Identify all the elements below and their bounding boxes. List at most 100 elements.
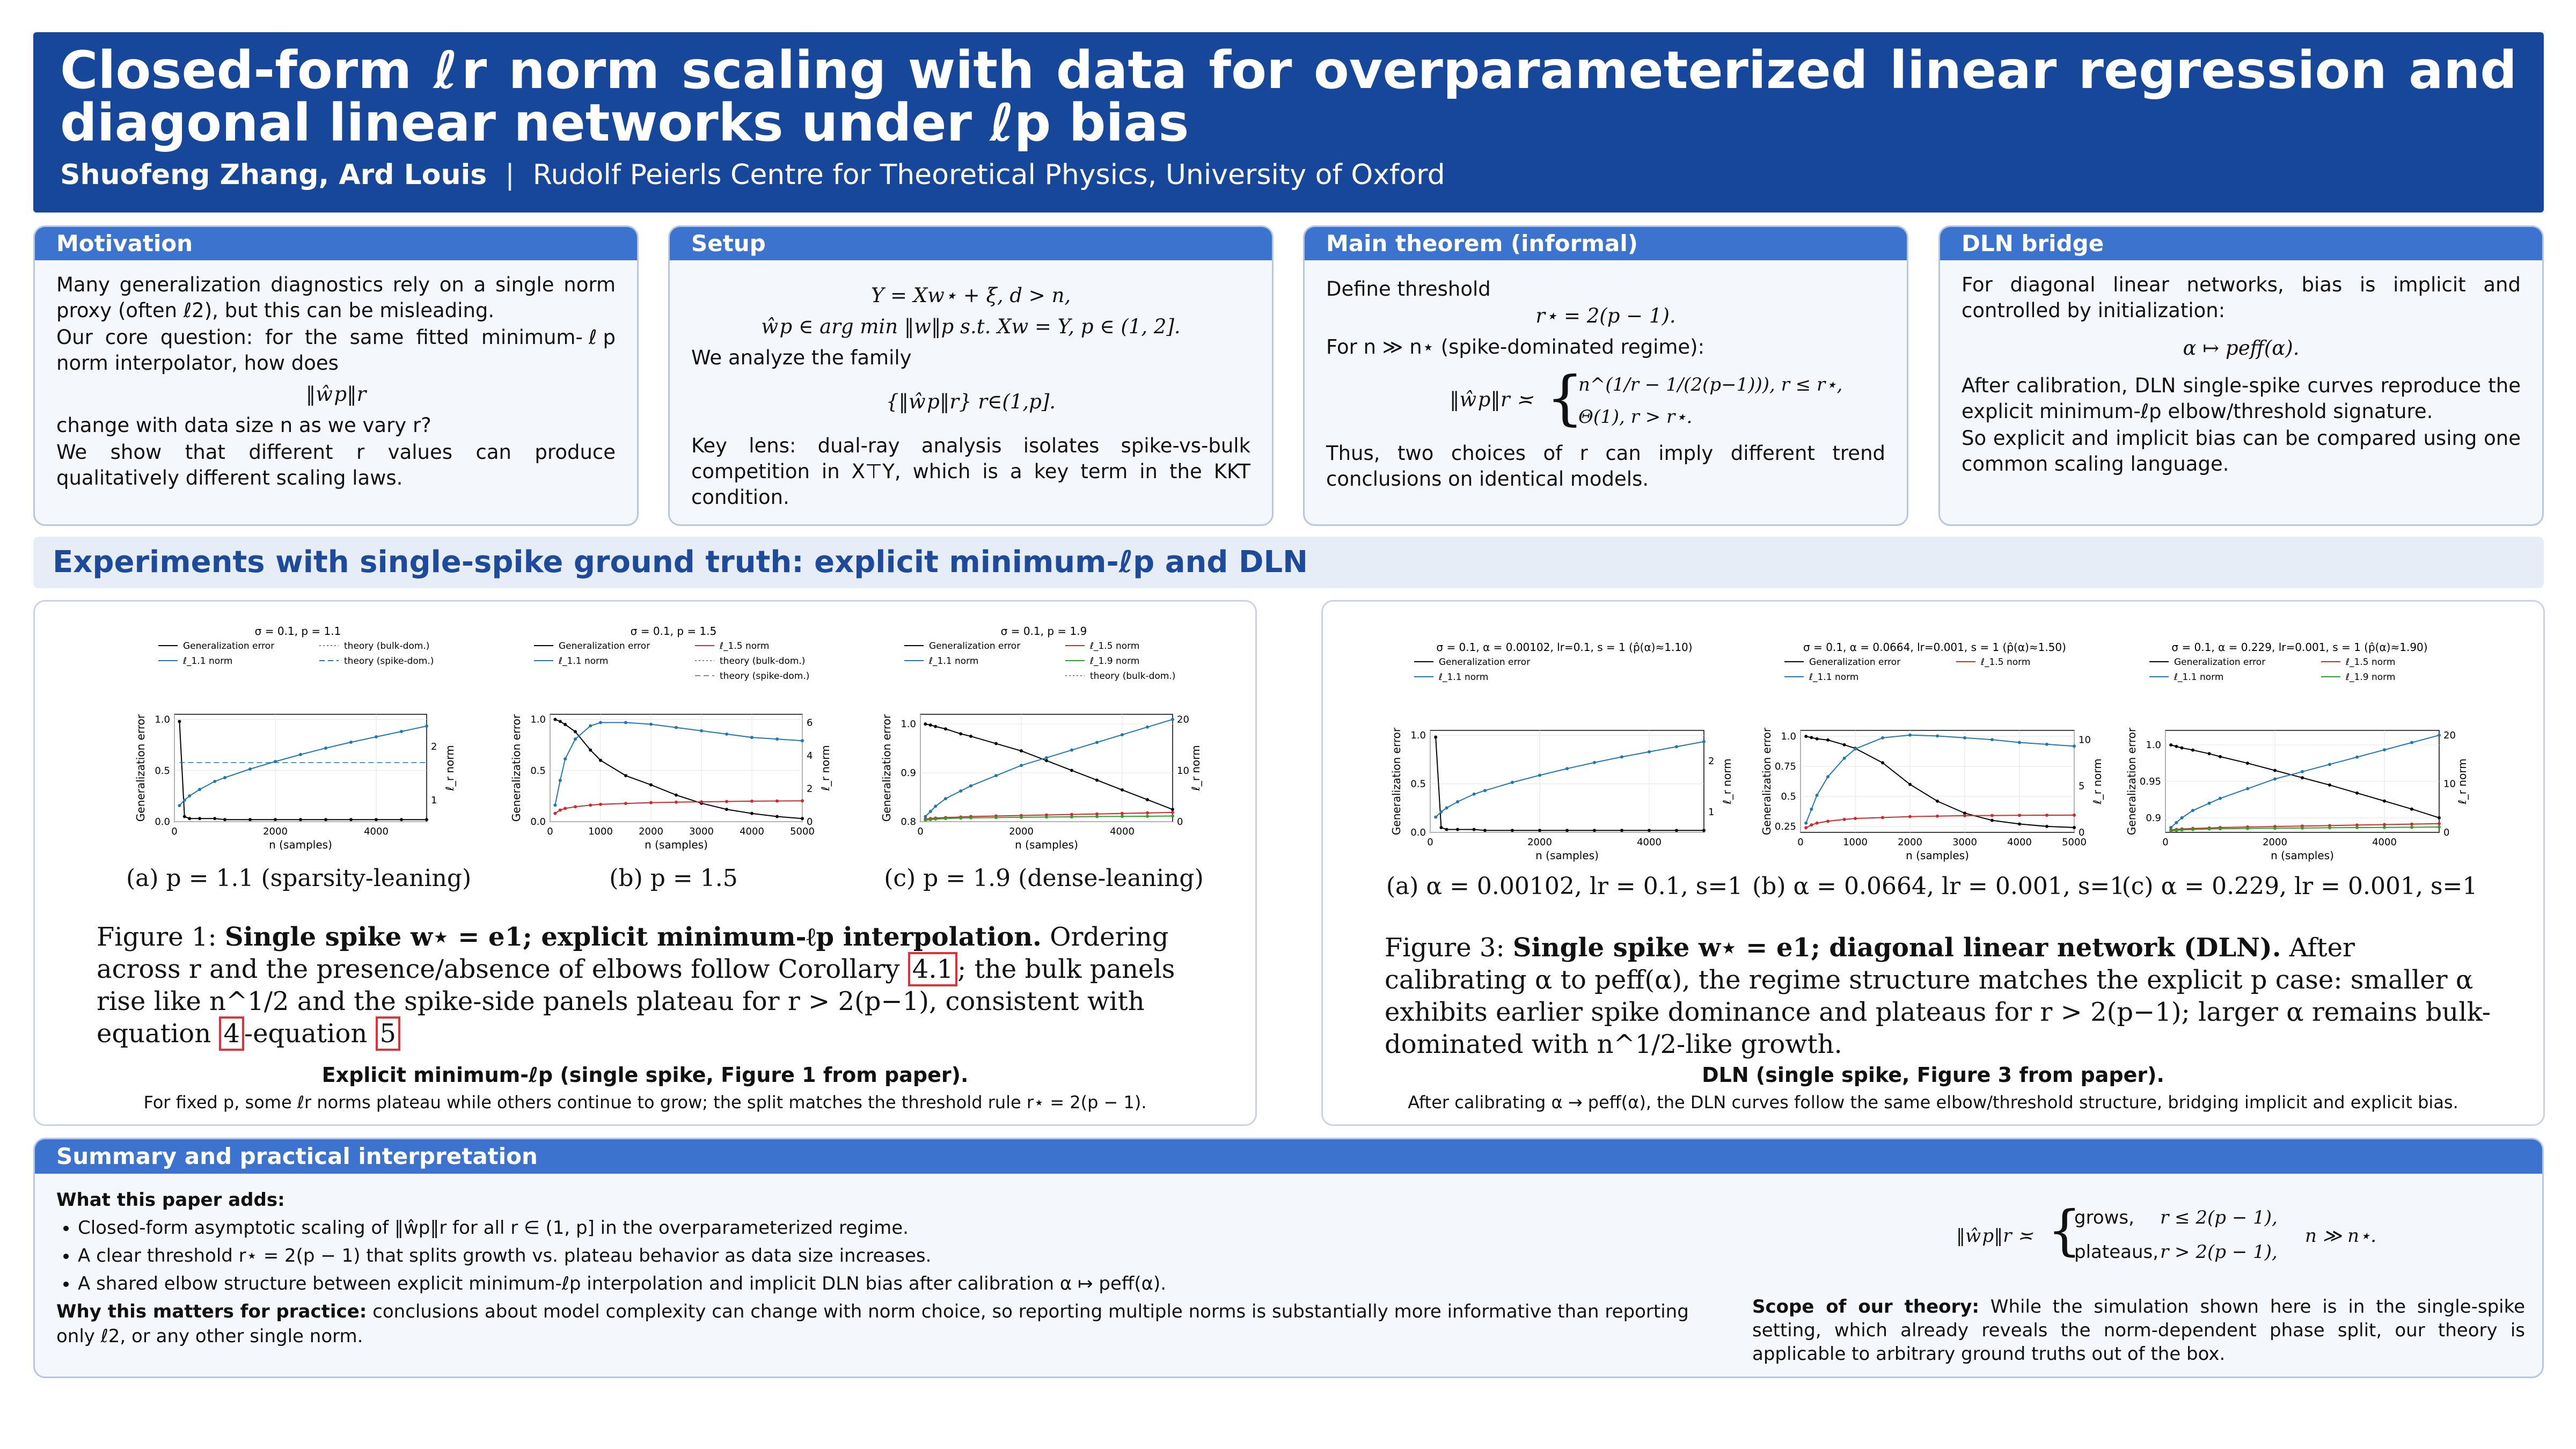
setup-card: Setup Y = Xw⋆ + ξ, d > n, ŵp ∈ arg min ‖…	[668, 225, 1274, 526]
series-line	[555, 719, 803, 819]
data-point	[1095, 812, 1099, 816]
data-point	[725, 800, 728, 803]
sum-eq-lhs: ‖ŵp‖r ≍	[1956, 1225, 2033, 1247]
setup-eq1: Y = Xw⋆ + ξ, d > n,	[870, 284, 1071, 307]
data-point	[1070, 815, 1073, 818]
data-point	[1171, 814, 1174, 818]
data-point	[1842, 817, 1846, 821]
summary-scope: Scope of our theory: While the simulatio…	[1752, 1295, 2525, 1366]
fig3-plot-b: σ = 0.1, α = 0.0664, lr=0.001, s = 1 (p̂…	[1752, 639, 2117, 875]
data-point	[1565, 829, 1569, 832]
data-point	[2410, 825, 2413, 829]
data-point	[2355, 791, 2359, 795]
y-axis-label: Generalization error	[134, 714, 147, 822]
fig1b-chart: σ = 0.1, p = 1.5 Generalization error ℓ_1.…	[510, 625, 832, 851]
chart-title: σ = 0.1, α = 0.0664, lr=0.001, s = 1 (p̂…	[1803, 641, 2066, 654]
data-point	[2410, 807, 2413, 811]
data-point	[2175, 821, 2178, 824]
legend-label: ℓ_1.1 norm	[2174, 672, 2223, 683]
data-point	[213, 817, 217, 821]
data-point	[2169, 829, 2173, 833]
equation5-ref-link[interactable]: 5	[375, 1016, 401, 1051]
data-point	[2246, 787, 2249, 791]
data-point	[1675, 829, 1678, 832]
data-point	[2045, 742, 2048, 746]
data-point	[2301, 826, 2304, 830]
data-point	[589, 748, 592, 752]
fig1-plot-a: σ = 0.1, p = 1.1 Generalization error ℓ_1.…	[126, 623, 470, 865]
data-point	[1675, 745, 1678, 749]
data-point	[2169, 743, 2173, 747]
data-point	[969, 816, 972, 819]
author-separator: |	[505, 159, 515, 191]
data-point	[801, 799, 804, 803]
data-point	[775, 737, 779, 741]
data-point	[1990, 818, 1994, 822]
series-line	[925, 811, 1173, 820]
corollary-ref-link[interactable]: 4.1	[908, 952, 958, 986]
fig3c-chart: σ = 0.1, α = 0.229, lr=0.001, s = 1 (p̂(…	[2125, 641, 2469, 862]
data-point	[1648, 829, 1651, 832]
legend-label: theory (spike-dom.)	[720, 671, 809, 682]
theorem-cases: ‖ŵp‖r ≍ { n^(1/r − 1/(2(p−1))), r ≤ r⋆, …	[1326, 365, 1885, 435]
affiliation: Rudolf Peierls Centre for Theoretical Ph…	[532, 159, 1445, 191]
summary-bullets: Closed-form asymptotic scaling of ‖ŵp‖r …	[78, 1216, 1699, 1296]
data-point	[1045, 815, 1048, 819]
data-point	[1963, 811, 1966, 815]
legend-label: Generalization error	[929, 641, 1020, 652]
data-point	[1146, 815, 1149, 818]
dln-p1: For diagonal linear networks, bias is im…	[1962, 273, 2521, 322]
equation4-ref-link[interactable]: 4	[219, 1016, 244, 1051]
data-point	[944, 727, 947, 731]
legend-label: ℓ_1.9 norm	[1089, 656, 1139, 667]
data-point	[1146, 725, 1149, 729]
series-line	[2170, 735, 2440, 828]
data-point	[924, 815, 927, 818]
x-tick-label: 5000	[790, 826, 815, 837]
data-point	[558, 779, 562, 782]
data-point	[2207, 801, 2211, 805]
data-point	[2355, 823, 2359, 827]
data-point	[178, 804, 181, 807]
data-point	[1815, 737, 1819, 741]
y2-axis-label: ℓ_r norm	[2456, 758, 2469, 804]
data-point	[2169, 825, 2173, 829]
data-point	[750, 736, 753, 740]
legend-label: ℓ_1.9 norm	[2345, 672, 2395, 683]
data-point	[928, 809, 932, 813]
y2-tick-label: 6	[807, 717, 813, 728]
summary-bullet: A shared elbow structure between explici…	[78, 1271, 1699, 1296]
data-point	[2180, 746, 2184, 750]
data-point	[1815, 821, 1819, 825]
fig3-sub: After calibrating α → peff(α), the DLN c…	[1408, 1092, 2458, 1113]
data-point	[1434, 815, 1438, 819]
data-point	[934, 804, 938, 808]
data-point	[1456, 828, 1459, 831]
data-point	[2073, 813, 2076, 817]
series-line	[554, 800, 803, 814]
fig3-caption: Figure 3: Single spike w⋆ = e1; diagonal…	[1385, 932, 2496, 1060]
motivation-eq: ‖ŵp‖r	[305, 383, 367, 406]
data-point	[725, 808, 728, 811]
data-point	[299, 818, 302, 822]
data-point	[1121, 788, 1124, 792]
theorem-eq1: r⋆ = 2(p − 1).	[1535, 304, 1676, 327]
data-point	[223, 818, 226, 822]
data-point	[553, 718, 557, 721]
y2-tick-label: 5	[2079, 781, 2084, 792]
data-point	[1908, 782, 1912, 786]
y2-tick-label: 0	[1177, 816, 1183, 828]
y-tick-label: 0.0	[1410, 827, 1426, 838]
theorem-brace: {	[1546, 363, 1584, 432]
data-point	[1095, 815, 1099, 818]
data-point	[944, 817, 947, 821]
data-point	[2328, 783, 2331, 787]
y-tick-label: 0.9	[901, 767, 916, 779]
legend-label: Generalization error	[2174, 657, 2265, 668]
data-point	[213, 780, 217, 783]
fig1-plot-c: σ = 0.1, p = 1.9 Generalization error ℓ_1.…	[872, 623, 1216, 865]
data-point	[1020, 749, 1023, 753]
summary-bullet: Closed-form asymptotic scaling of ‖ŵp‖r …	[78, 1216, 1699, 1240]
data-point	[1434, 735, 1438, 739]
data-point	[198, 788, 201, 791]
